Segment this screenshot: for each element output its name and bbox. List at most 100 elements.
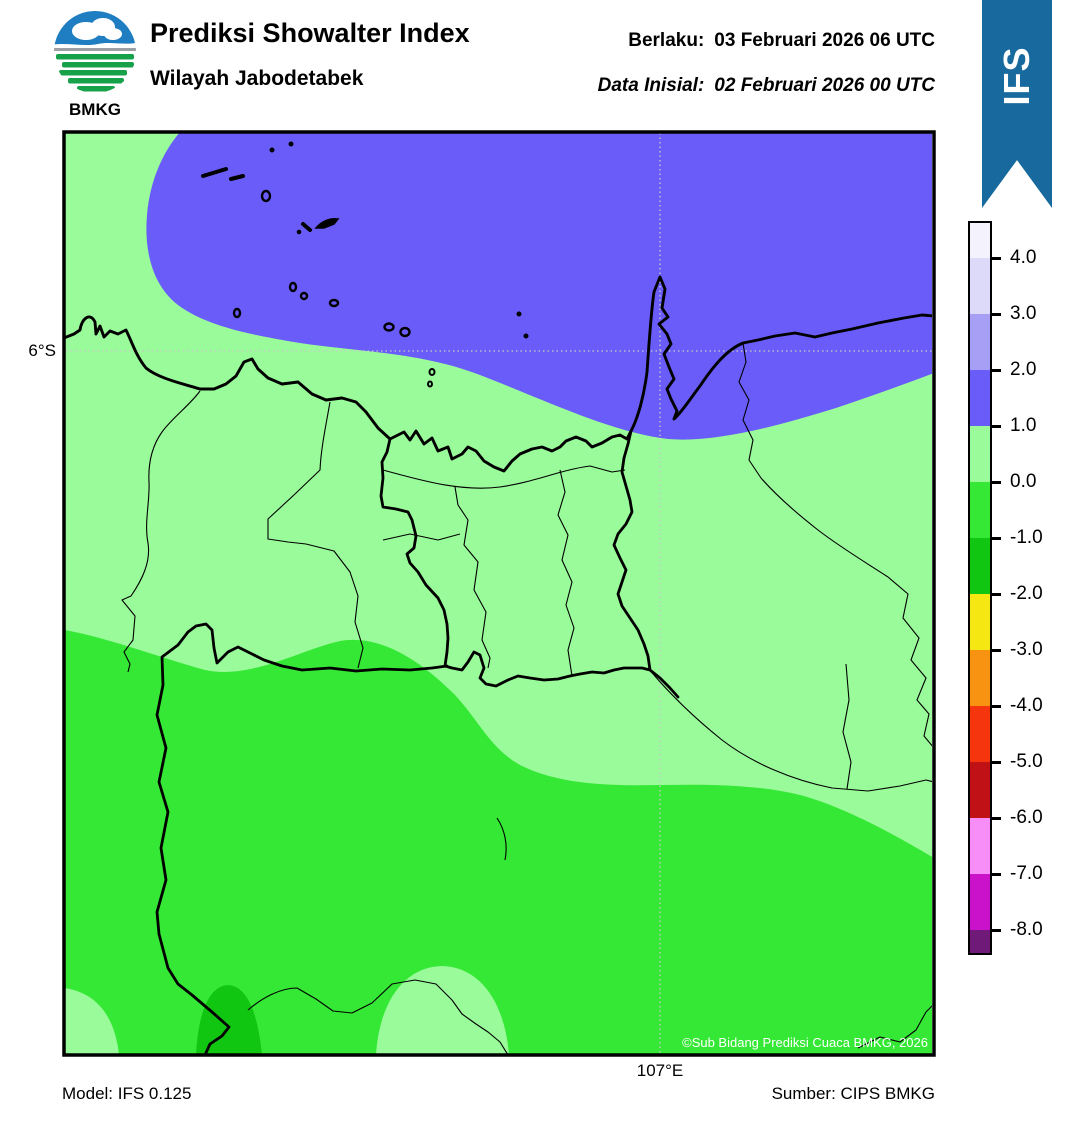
colorbar-segment xyxy=(970,538,990,594)
initial-time-label: Data Inisial: xyxy=(597,75,705,96)
colorbar-tick-mark xyxy=(992,705,1001,708)
colorbar-tick-mark xyxy=(992,929,1001,932)
island xyxy=(383,322,395,332)
colorbar-tick-label: 0.0 xyxy=(1010,471,1037,492)
footer-model: Model: IFS 0.125 xyxy=(62,1084,192,1103)
colorbar-tick-label: 3.0 xyxy=(1010,303,1037,324)
colorbar-tick-label: -3.0 xyxy=(1010,639,1043,660)
island xyxy=(301,222,312,232)
colorbar-segment xyxy=(970,426,990,482)
colorbar-segment xyxy=(970,930,990,953)
colorbar-tick-mark xyxy=(992,481,1001,484)
colorbar-tick-mark xyxy=(992,761,1001,764)
initial-time-value: 02 Februari 2026 00 UTC xyxy=(714,75,935,96)
valid-time-value: 03 Februari 2026 06 UTC xyxy=(714,30,935,51)
colorbar-tick-label: -5.0 xyxy=(1010,751,1043,772)
colorbar-tick-label: -8.0 xyxy=(1010,919,1043,940)
lon-tick-label: 107°E xyxy=(636,1061,684,1080)
colorbar-tick-label: 4.0 xyxy=(1010,247,1037,268)
colorbar-segment xyxy=(970,370,990,426)
footer-source: Sumber: CIPS BMKG xyxy=(771,1084,935,1103)
valid-time-line: Berlaku: 03 Februari 2026 06 UTC xyxy=(628,30,935,52)
district-border xyxy=(647,667,932,792)
colorbar-segment xyxy=(970,314,990,370)
district-border xyxy=(557,469,575,677)
island xyxy=(399,326,411,338)
logo-text: BMKG xyxy=(69,100,121,118)
district-border xyxy=(382,533,461,541)
island xyxy=(229,174,245,181)
colorbar-segments xyxy=(968,221,992,955)
graticule xyxy=(66,133,932,1054)
islands xyxy=(201,141,529,388)
page-subtitle: Wilayah Jabodetabek xyxy=(150,67,364,90)
valid-time-label: Berlaku: xyxy=(628,30,705,51)
island xyxy=(201,167,228,178)
colorbar-tick-mark xyxy=(992,313,1001,316)
map-south-region xyxy=(65,630,932,1054)
island xyxy=(427,380,433,388)
colorbar-tick-mark xyxy=(992,593,1001,596)
colorbar-tick-mark xyxy=(992,873,1001,876)
logo-waves-icon xyxy=(56,54,134,92)
page-title: Prediksi Showalter Index xyxy=(150,18,470,48)
colorbar-tick-mark xyxy=(992,537,1001,540)
colorbar-segment xyxy=(970,594,990,650)
district-border xyxy=(267,401,364,669)
island xyxy=(296,229,302,235)
colorbar-tick-mark xyxy=(992,369,1001,372)
colorbar-segment xyxy=(970,258,990,314)
colorbar-tick-label: 2.0 xyxy=(1010,359,1037,380)
district-borders xyxy=(121,342,932,1054)
island xyxy=(299,291,309,301)
province-borders xyxy=(155,429,680,1054)
district-border xyxy=(857,1005,932,1049)
colorbar-tick-label: 1.0 xyxy=(1010,415,1037,436)
colorbar-segment xyxy=(970,482,990,538)
map-dark-patch xyxy=(196,985,262,1054)
district-border xyxy=(247,979,509,1054)
colorbar-tick-mark xyxy=(992,257,1001,260)
map-frame xyxy=(62,130,936,1057)
logo-horizon-line xyxy=(54,48,136,51)
logo-cloud-icon xyxy=(72,18,122,40)
colorbar-tick-label: -6.0 xyxy=(1010,807,1043,828)
colorbar-segment xyxy=(970,223,990,258)
colorbar-segment xyxy=(970,762,990,818)
colorbar-tick-mark xyxy=(992,425,1001,428)
colorbar-tick-label: -1.0 xyxy=(1010,527,1043,548)
island xyxy=(523,333,529,339)
district-border xyxy=(738,342,932,747)
map-pocket-bottom xyxy=(376,966,509,1054)
district-border xyxy=(496,817,507,861)
coastline xyxy=(65,275,932,473)
province-border-banten xyxy=(155,622,449,1054)
district-border xyxy=(454,486,491,669)
district-border xyxy=(842,663,852,790)
island xyxy=(269,147,275,153)
colorbar: 4.0 3.0 2.0 1.0 0.0 -1.0 -2.0 -3.0 -4.0 -5.0 -6.0 -… xyxy=(968,221,1068,966)
colorbar-tick-label: -7.0 xyxy=(1010,863,1043,884)
colorbar-tick-mark xyxy=(992,649,1001,652)
bmkg-logo: BMKG xyxy=(54,11,136,118)
colorbar-tick-mark xyxy=(992,817,1001,820)
map-pocket-sw xyxy=(65,988,119,1054)
district-border xyxy=(121,390,201,673)
island xyxy=(260,189,272,203)
colorbar-tick-label: -4.0 xyxy=(1010,695,1043,716)
colorbar-segment xyxy=(970,706,990,762)
colorbar-segment xyxy=(970,874,990,930)
island xyxy=(288,141,294,147)
island xyxy=(328,298,340,308)
map-copyright: ©Sub Bidang Prediksi Cuaca BMKG, 2026 xyxy=(682,1035,928,1050)
colorbar-segment xyxy=(970,818,990,874)
colorbar-tick-label: -2.0 xyxy=(1010,583,1043,604)
district-border xyxy=(382,465,626,489)
map-sea-region xyxy=(146,133,932,440)
island xyxy=(314,218,340,229)
colorbar-segment xyxy=(970,650,990,706)
island xyxy=(516,311,522,317)
province-border-jakarta xyxy=(379,429,680,699)
